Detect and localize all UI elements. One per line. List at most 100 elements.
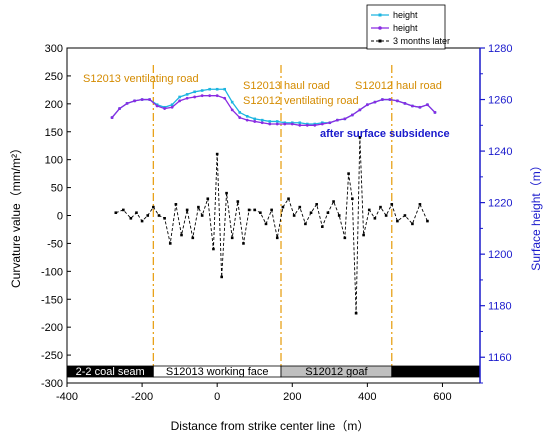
data-point	[379, 205, 382, 209]
data-point	[140, 219, 144, 223]
data-point	[253, 120, 257, 123]
data-point	[215, 152, 219, 156]
data-point	[208, 94, 212, 98]
subsidence-annotation: after surface subsidence	[320, 128, 450, 140]
y-axis-title-right: Surface height（m）	[529, 159, 543, 270]
data-point	[148, 98, 152, 101]
data-point	[253, 117, 257, 121]
data-point	[351, 197, 354, 201]
data-point	[411, 104, 414, 108]
tick-label: 1200	[488, 249, 512, 261]
x-axis: -400 -200 0 200 400 600	[56, 383, 452, 403]
data-point	[245, 118, 249, 122]
data-point	[215, 94, 219, 98]
road-label-s12012-ventilating: S12012 ventilating road	[243, 95, 359, 107]
band-label: S12013 working face	[166, 366, 269, 378]
tick-label: 1260	[488, 95, 512, 107]
data-point	[185, 93, 189, 96]
data-point	[426, 103, 429, 107]
data-point	[206, 197, 210, 201]
data-point	[170, 105, 174, 109]
data-point	[253, 208, 257, 212]
data-point	[304, 222, 307, 226]
tick-label: 0	[214, 391, 220, 403]
data-point	[193, 95, 197, 99]
data-point	[343, 117, 347, 121]
data-point	[268, 120, 272, 123]
data-point	[152, 205, 155, 209]
road-label-s12013-haul: S12013 haul road	[243, 80, 330, 92]
data-point	[212, 247, 215, 251]
data-point	[259, 211, 262, 215]
band-label: S12012 goaf	[305, 366, 368, 378]
data-point	[388, 98, 392, 101]
data-point	[230, 108, 234, 112]
data-point	[247, 208, 251, 212]
data-point	[320, 122, 324, 126]
data-point	[275, 236, 279, 240]
data-point	[298, 123, 302, 127]
data-point	[313, 123, 317, 127]
tick-label: 1160	[488, 352, 512, 364]
data-point	[122, 208, 125, 212]
data-point	[332, 200, 335, 203]
tick-label: -400	[56, 391, 78, 403]
data-point	[125, 102, 129, 105]
legend-label-height-2: height	[393, 23, 418, 33]
legend-marker-height-2	[378, 26, 382, 30]
tick-label: 0	[57, 211, 63, 223]
tick-label: -200	[41, 322, 63, 334]
data-point	[180, 233, 183, 237]
data-point	[200, 89, 204, 92]
y-axis-title-left: Curvature value（mm/m²）	[9, 142, 23, 288]
data-point	[321, 225, 324, 228]
data-point	[281, 205, 285, 209]
data-point	[396, 99, 399, 103]
data-point	[305, 123, 309, 127]
data-point	[367, 208, 371, 212]
data-point	[170, 103, 174, 106]
data-point	[433, 111, 437, 114]
data-point	[193, 90, 196, 94]
left-axis: -300 -250 -200 -150 -100 -50 0 50 100 150 200 250 30…	[41, 43, 71, 390]
data-point	[315, 203, 318, 206]
data-point	[260, 118, 264, 122]
data-point	[110, 116, 114, 119]
tick-label: 1180	[488, 301, 512, 313]
data-point	[260, 121, 264, 125]
stratum-band: 2-2 coal seam S12013 working face S12012 g…	[66, 365, 481, 378]
tick-label: 200	[283, 391, 301, 403]
tick-label: 150	[45, 127, 63, 139]
road-label-s12013-ventilating: S12013 ventilating road	[83, 73, 199, 85]
legend-label-3-months: 3 months later	[393, 36, 450, 46]
data-point	[270, 208, 273, 212]
legend: height height 3 months later	[366, 4, 450, 50]
data-point	[225, 191, 228, 195]
data-point	[215, 87, 219, 91]
data-point	[200, 214, 204, 217]
data-point	[268, 122, 272, 126]
data-point	[118, 107, 121, 110]
data-point	[411, 222, 414, 226]
tick-label: 300	[45, 43, 63, 55]
data-point	[390, 203, 394, 206]
series-layer	[110, 87, 437, 315]
data-point	[238, 111, 242, 114]
data-point	[155, 104, 159, 108]
data-point	[220, 275, 223, 279]
data-point	[236, 200, 240, 203]
tick-label: -250	[41, 350, 63, 362]
data-point	[230, 236, 234, 240]
tick-label: -100	[41, 266, 63, 278]
data-point	[426, 219, 429, 223]
data-point	[174, 203, 178, 206]
band-segment	[391, 365, 481, 378]
data-point	[337, 214, 341, 217]
tick-label: 50	[51, 183, 63, 195]
data-point	[290, 122, 294, 126]
tick-label: 1240	[488, 146, 512, 158]
tick-label: -150	[41, 294, 63, 306]
tick-label: -50	[47, 238, 63, 250]
data-point	[373, 100, 377, 104]
tick-label: 600	[433, 391, 451, 403]
